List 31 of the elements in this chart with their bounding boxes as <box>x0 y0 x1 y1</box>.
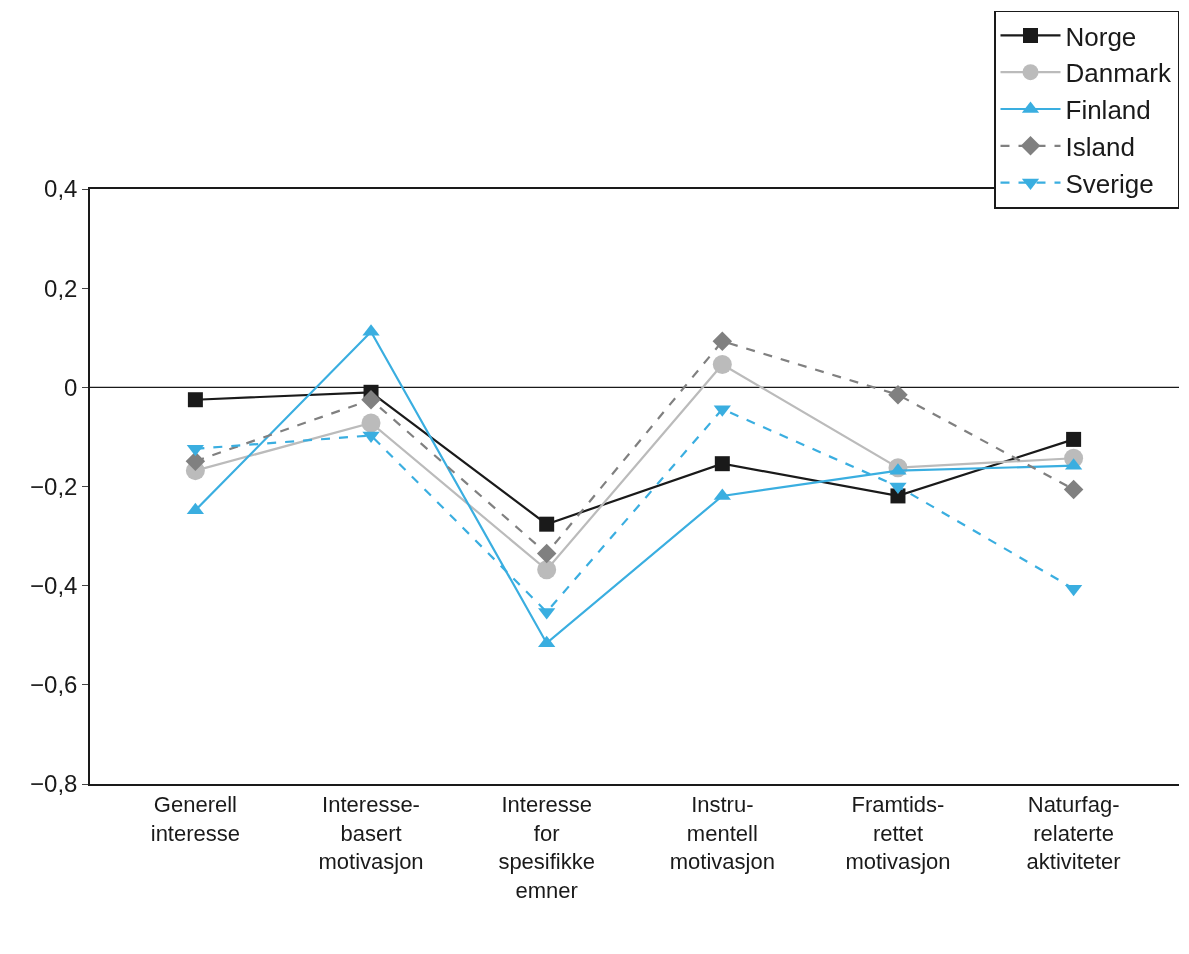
y-tick-label: −0,8 <box>30 770 78 798</box>
x-tick-label: Interesse for spesifikke emner <box>498 792 595 903</box>
point <box>537 560 557 580</box>
point <box>536 543 557 564</box>
point <box>361 413 381 433</box>
point <box>1066 431 1082 447</box>
legend-label: Danmark <box>1065 58 1172 89</box>
y-tick-label: −0,4 <box>30 572 78 600</box>
y-tick-label: −0,2 <box>30 472 78 500</box>
point <box>187 392 203 408</box>
legend-label: Island <box>1065 131 1135 162</box>
point <box>361 389 381 410</box>
x-tick-label: Instru-mentell motivasjon <box>669 792 775 875</box>
y-tick-label: −0,6 <box>30 671 78 699</box>
point <box>1063 479 1084 500</box>
point <box>539 516 555 532</box>
point <box>712 331 733 351</box>
y-tick-label: 0 <box>64 373 78 401</box>
point <box>185 451 206 471</box>
y-tick-label: 0,4 <box>44 175 78 203</box>
x-tick-label: Naturfag-relaterte aktiviteter <box>1026 792 1121 875</box>
y-tick-label: 0,2 <box>44 274 78 302</box>
x-tick-label: Interesse-basert motivasjon <box>318 792 424 875</box>
x-tick-label: Generell interesse <box>150 792 241 846</box>
legend-label: Finland <box>1065 95 1151 126</box>
legend-label: Sverige <box>1065 168 1154 199</box>
x-tick-label: Framtids-rettet motivasjon <box>845 792 951 875</box>
legend-label: Norge <box>1065 21 1137 52</box>
point <box>888 385 908 405</box>
point <box>714 456 730 472</box>
point <box>712 355 732 375</box>
